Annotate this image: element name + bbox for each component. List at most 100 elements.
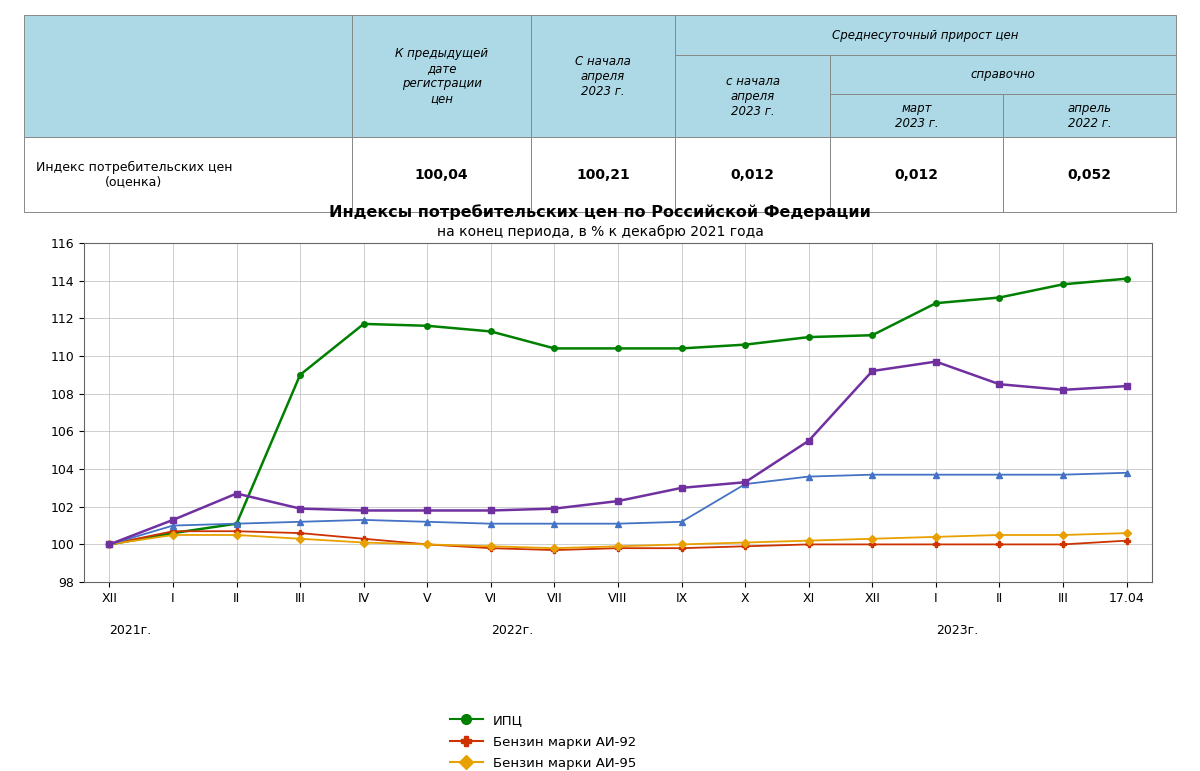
Дизельное топливо bbox=[1120, 382, 1134, 391]
Дизельное топливо bbox=[547, 504, 562, 513]
ИПЦ bbox=[166, 528, 180, 537]
Дизельное топливо bbox=[356, 506, 371, 515]
ИПЦ bbox=[420, 322, 434, 331]
Бензин марки АИ-95 bbox=[102, 540, 116, 549]
Text: март
2023 г.: март 2023 г. bbox=[895, 102, 938, 130]
Дизельное топливо bbox=[929, 357, 943, 366]
Text: 0,012: 0,012 bbox=[895, 167, 938, 182]
Бензин марки АИ-95 bbox=[611, 542, 625, 551]
Bar bbox=[674, 55, 830, 137]
Бензин марки АИ-92 bbox=[166, 527, 180, 536]
Дизельное топливо bbox=[611, 497, 625, 506]
Text: с начала
апреля
2023 г.: с начала апреля 2023 г. bbox=[726, 75, 780, 117]
Bar bbox=[530, 137, 674, 212]
Дизельное топливо bbox=[738, 477, 752, 487]
Бензин марки АИ-95 bbox=[1056, 530, 1070, 540]
Text: на конец периода, в % к декабрю 2021 года: на конец периода, в % к декабрю 2021 год… bbox=[437, 225, 763, 239]
Text: Индексы потребительских цен по Российской Федерации: Индексы потребительских цен по Российско… bbox=[329, 204, 871, 220]
Bar bbox=[830, 55, 1176, 94]
Бензин марки АИ-98 и выше bbox=[420, 517, 434, 527]
Bar bbox=[353, 137, 530, 212]
Бензин марки АИ-98 и выше bbox=[992, 470, 1007, 480]
Бензин марки АИ-98 и выше bbox=[229, 519, 244, 528]
Line: Дизельное топливо: Дизельное топливо bbox=[107, 359, 1129, 547]
Bar bbox=[1003, 137, 1176, 212]
Дизельное топливо bbox=[293, 504, 307, 513]
Bar bbox=[530, 15, 674, 137]
Line: Бензин марки АИ-98 и выше: Бензин марки АИ-98 и выше bbox=[106, 470, 1130, 548]
Bar bbox=[674, 137, 830, 212]
ИПЦ bbox=[929, 298, 943, 308]
Бензин марки АИ-92 bbox=[420, 540, 434, 549]
Бензин марки АИ-95 bbox=[356, 538, 371, 547]
Бензин марки АИ-95 bbox=[293, 534, 307, 544]
Бензин марки АИ-92 bbox=[674, 544, 689, 553]
Line: ИПЦ: ИПЦ bbox=[107, 276, 1129, 547]
Бензин марки АИ-98 и выше bbox=[674, 517, 689, 527]
Text: 0,012: 0,012 bbox=[731, 167, 775, 182]
ИПЦ bbox=[992, 293, 1007, 302]
Line: Бензин марки АИ-92: Бензин марки АИ-92 bbox=[106, 527, 1130, 554]
Дизельное топливо bbox=[1056, 386, 1070, 395]
Бензин марки АИ-98 и выше bbox=[547, 519, 562, 528]
Бензин марки АИ-92 bbox=[865, 540, 880, 549]
Bar bbox=[24, 15, 353, 137]
ИПЦ bbox=[738, 340, 752, 349]
ИПЦ bbox=[1120, 274, 1134, 283]
Бензин марки АИ-98 и выше bbox=[865, 470, 880, 480]
Бензин марки АИ-92 bbox=[738, 542, 752, 551]
Text: К предыдущей
дате
регистрации
цен: К предыдущей дате регистрации цен bbox=[395, 47, 488, 106]
Text: С начала
апреля
2023 г.: С начала апреля 2023 г. bbox=[575, 55, 631, 98]
Bar bbox=[674, 15, 1176, 55]
Бензин марки АИ-98 и выше bbox=[1120, 468, 1134, 477]
Бензин марки АИ-95 bbox=[674, 540, 689, 549]
Бензин марки АИ-92 bbox=[356, 534, 371, 544]
Бензин марки АИ-95 bbox=[229, 530, 244, 540]
Бензин марки АИ-95 bbox=[865, 534, 880, 544]
Text: 2023г.: 2023г. bbox=[936, 624, 978, 637]
Бензин марки АИ-92 bbox=[992, 540, 1007, 549]
Бензин марки АИ-92 bbox=[1056, 540, 1070, 549]
ИПЦ bbox=[802, 332, 816, 342]
ИПЦ bbox=[102, 540, 116, 549]
Бензин марки АИ-92 bbox=[229, 527, 244, 536]
Бензин марки АИ-92 bbox=[484, 544, 498, 553]
Line: Бензин марки АИ-95: Бензин марки АИ-95 bbox=[107, 530, 1129, 551]
Бензин марки АИ-92 bbox=[611, 544, 625, 553]
ИПЦ bbox=[356, 319, 371, 328]
Бензин марки АИ-95 bbox=[484, 542, 498, 551]
Дизельное топливо bbox=[802, 436, 816, 446]
Бензин марки АИ-95 bbox=[929, 532, 943, 541]
ИПЦ bbox=[229, 519, 244, 528]
Бензин марки АИ-98 и выше bbox=[1056, 470, 1070, 480]
Дизельное топливо bbox=[674, 483, 689, 493]
Бензин марки АИ-98 и выше bbox=[102, 540, 116, 549]
ИПЦ bbox=[1056, 280, 1070, 289]
Бензин марки АИ-98 и выше bbox=[929, 470, 943, 480]
Бензин марки АИ-95 bbox=[1120, 528, 1134, 537]
Legend: ИПЦ, Бензин марки АИ-92, Бензин марки АИ-95, Бензин марки АИ-98 и выше, Дизельно: ИПЦ, Бензин марки АИ-92, Бензин марки АИ… bbox=[443, 708, 700, 771]
ИПЦ bbox=[674, 344, 689, 353]
Бензин марки АИ-95 bbox=[166, 530, 180, 540]
Дизельное топливо bbox=[166, 515, 180, 524]
Text: справочно: справочно bbox=[971, 68, 1036, 81]
Бензин марки АИ-92 bbox=[802, 540, 816, 549]
Bar bbox=[353, 15, 530, 137]
Дизельное топливо bbox=[420, 506, 434, 515]
Бензин марки АИ-92 bbox=[293, 528, 307, 537]
ИПЦ bbox=[293, 370, 307, 379]
Бензин марки АИ-98 и выше bbox=[356, 515, 371, 524]
ИПЦ bbox=[865, 331, 880, 340]
Бензин марки АИ-98 и выше bbox=[293, 517, 307, 527]
Text: 100,04: 100,04 bbox=[415, 167, 468, 182]
Бензин марки АИ-92 bbox=[1120, 536, 1134, 545]
Бензин марки АИ-95 bbox=[992, 530, 1007, 540]
Text: 2022г.: 2022г. bbox=[491, 624, 533, 637]
Bar bbox=[1003, 94, 1176, 137]
Bar bbox=[830, 137, 1003, 212]
Text: Среднесуточный прирост цен: Среднесуточный прирост цен bbox=[833, 29, 1019, 42]
Text: Индекс потребительских цен
(оценка): Индекс потребительских цен (оценка) bbox=[36, 160, 232, 189]
Text: 2021г.: 2021г. bbox=[109, 624, 151, 637]
Text: 100,21: 100,21 bbox=[576, 167, 630, 182]
Бензин марки АИ-98 и выше bbox=[738, 480, 752, 489]
